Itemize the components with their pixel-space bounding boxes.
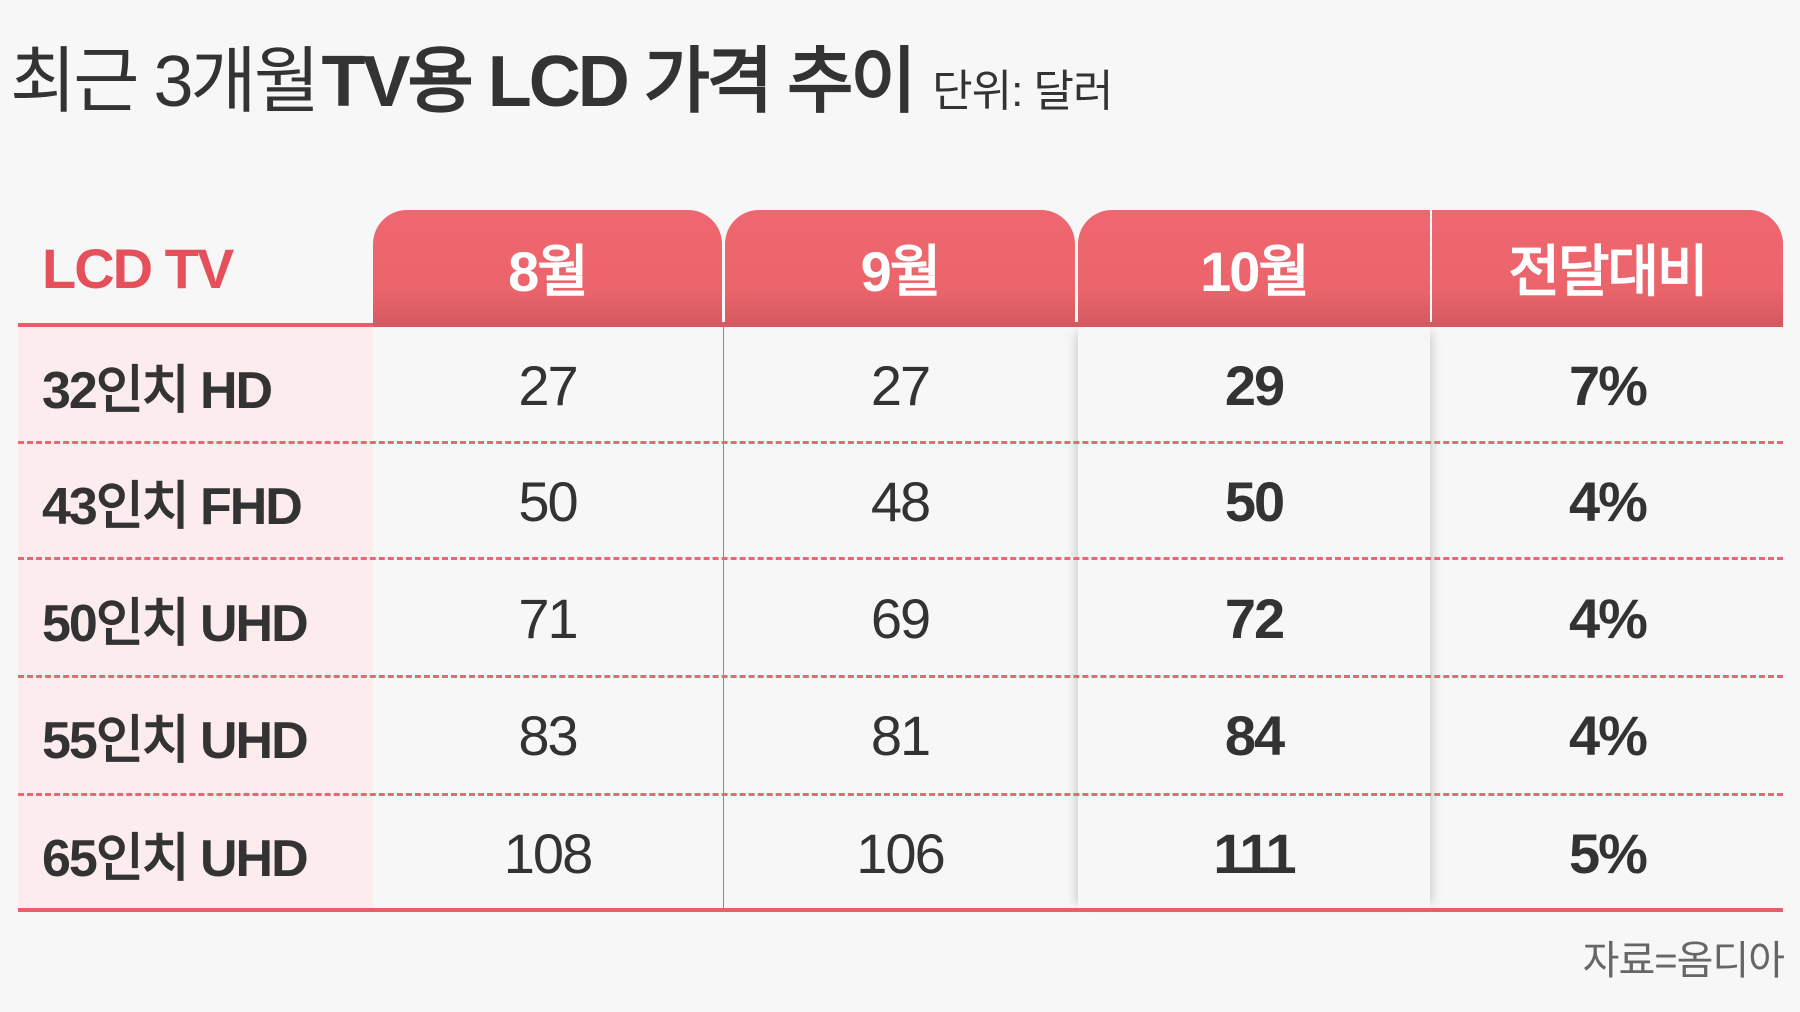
highlight-column-bg xyxy=(1078,327,1430,910)
source-credit: 자료=옴디아 xyxy=(1582,939,1785,983)
cell-oct: 72 xyxy=(1224,586,1285,650)
row-separator xyxy=(18,557,1783,560)
table-row: 65인치 UHD 108 106 111 5% xyxy=(18,795,1783,911)
table-row: 43인치 FHD 50 48 50 4% xyxy=(18,443,1783,559)
title-light: 최근 3개월 xyxy=(10,42,320,122)
table-row: 32인치 HD 27 27 29 7% xyxy=(18,327,1783,443)
cell-sep: 106 xyxy=(856,821,945,885)
label-column-bg xyxy=(18,327,373,910)
cell-oct: 29 xyxy=(1224,353,1285,417)
cell-sep: 81 xyxy=(870,703,931,767)
cell-aug: 71 xyxy=(518,586,578,650)
table-row: 55인치 UHD 83 81 84 4% xyxy=(18,677,1783,793)
unit-label: 단위: 달러 xyxy=(932,67,1113,116)
cell-aug: 108 xyxy=(503,821,593,885)
corner-label: LCD TV xyxy=(42,237,234,300)
header-change: 전달대비 xyxy=(1432,210,1783,324)
column-divider xyxy=(723,327,724,910)
row-label: 65인치 UHD xyxy=(42,829,309,888)
cell-change: 4% xyxy=(1569,469,1648,533)
cell-sep: 48 xyxy=(870,469,931,533)
header-sep: 9월 xyxy=(725,210,1075,324)
header-aug: 8월 xyxy=(373,210,722,324)
cell-oct: 84 xyxy=(1224,703,1285,767)
table-bottom-border xyxy=(18,908,1783,912)
page-title: 최근 3개월 TV용 LCD 가격 추이 단위: 달러 xyxy=(10,22,1114,127)
cell-oct: 50 xyxy=(1224,469,1285,533)
cell-aug: 50 xyxy=(518,469,578,533)
cell-change: 5% xyxy=(1569,821,1648,885)
cell-sep: 69 xyxy=(870,586,931,650)
header-dashed-divider xyxy=(1430,212,1432,324)
row-label: 50인치 UHD xyxy=(42,594,309,653)
row-separator xyxy=(18,675,1783,678)
table-row: 50인치 UHD 71 69 72 4% xyxy=(18,560,1783,676)
header-tabs-bottom xyxy=(373,322,1783,327)
cell-sep: 27 xyxy=(870,353,931,417)
row-label: 43인치 FHD xyxy=(42,477,303,536)
cell-change: 4% xyxy=(1569,703,1648,767)
row-separator xyxy=(18,793,1783,796)
cell-change: 7% xyxy=(1569,353,1648,417)
row-separator xyxy=(18,441,1783,444)
header-underline xyxy=(18,323,373,327)
cell-change: 4% xyxy=(1569,586,1648,650)
cell-oct: 111 xyxy=(1213,821,1296,885)
row-label: 55인치 UHD xyxy=(42,711,309,770)
header-oct: 10월 xyxy=(1078,210,1430,324)
row-label: 32인치 HD xyxy=(42,361,273,420)
cell-aug: 27 xyxy=(518,353,578,417)
title-bold: TV용 LCD 가격 추이 xyxy=(321,42,916,122)
cell-aug: 83 xyxy=(518,703,578,767)
